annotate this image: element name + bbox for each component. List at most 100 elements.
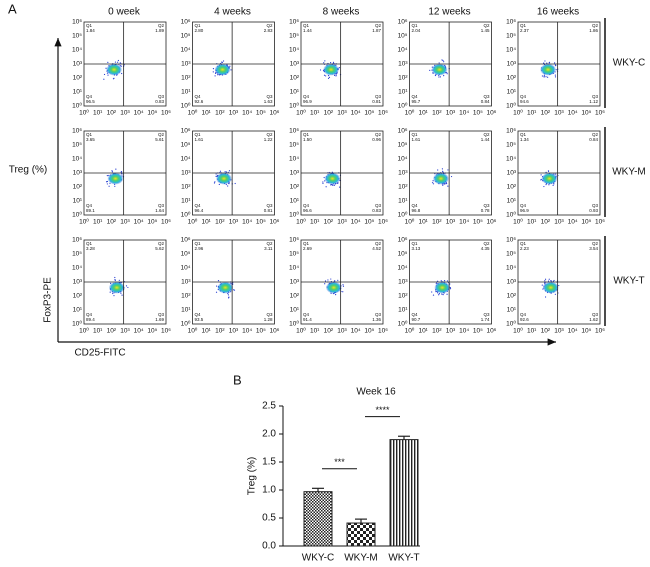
event-dot (555, 65, 557, 67)
x-tick-label: 10⁴ (134, 219, 144, 226)
significance-label: **** (375, 405, 390, 415)
y-tick-label: 10⁵ (398, 33, 408, 40)
x-tick-label: 10⁴ (568, 219, 578, 226)
x-tick-label: 10³ (229, 328, 239, 335)
event-dot (552, 184, 554, 186)
event-dot (434, 173, 436, 175)
event-dot (548, 278, 550, 280)
event-dot (121, 294, 123, 296)
panel-label: B (233, 372, 242, 387)
x-tick-label: 10⁵ (256, 219, 266, 226)
event-dot (114, 278, 116, 281)
x-tick-label: 10³ (446, 110, 456, 117)
event-dot (113, 295, 115, 297)
x-tick-label: 10⁰ (188, 327, 198, 335)
x-tick-label: 10⁵ (473, 110, 483, 117)
event-dot (431, 182, 434, 184)
x-tick-label: 10¹ (310, 328, 320, 335)
y-tick-label: 10⁰ (506, 320, 516, 328)
x-tick-label: 10⁵ (147, 328, 157, 335)
y-tick-label: 10⁶ (72, 128, 82, 135)
event-dot (217, 280, 220, 282)
x-tick-label: 10⁴ (459, 110, 469, 117)
y-tick-label: 10⁴ (72, 156, 82, 163)
event-dot (117, 61, 119, 63)
quadrant-value: 90.7 (412, 317, 421, 322)
y-tick-label: 10³ (181, 279, 191, 286)
y-tick-label: 10¹ (181, 198, 191, 205)
event-dot (233, 289, 235, 291)
y-tick-label: 10¹ (290, 89, 300, 96)
x-tick-label: 10² (215, 328, 225, 335)
quadrant-value: 0.78 (481, 208, 490, 213)
y-tick-label: 10⁴ (397, 156, 407, 163)
quadrant-value: 2.80 (195, 28, 204, 33)
y-tick-label: 10⁵ (181, 142, 191, 149)
quadrant-name: Q4 (195, 312, 202, 317)
y-tick-label: 10⁵ (72, 251, 82, 258)
x-tick-label: 10⁶ (270, 219, 280, 226)
x-tick-label: 10⁶ (161, 110, 171, 117)
event-dot (214, 181, 216, 183)
x-tick-label: 10³ (446, 328, 456, 335)
quadrant-value: 2.37 (520, 28, 529, 33)
event-dot (544, 280, 546, 282)
density-core (108, 281, 125, 294)
quadrant-value: 94.6 (520, 99, 529, 104)
y-tick-label: 10⁰ (289, 320, 299, 328)
quadrant-name: Q1 (195, 241, 202, 246)
row-title: Treg (%) (9, 165, 48, 176)
quadrant-value: 2.96 (195, 246, 204, 251)
density-core (542, 281, 559, 294)
error-bar (312, 487, 324, 492)
quadrant-name: Q2 (483, 23, 490, 28)
quadrant-value: 96.9 (520, 208, 529, 213)
y-tick-label: 10⁴ (180, 47, 190, 54)
density-core (107, 172, 124, 185)
quadrant-name: Q3 (483, 94, 490, 99)
event-dot (342, 291, 344, 293)
event-dot (544, 296, 547, 298)
quadrant-name: Q2 (592, 241, 599, 246)
quadrant-value: 0.83 (372, 208, 381, 213)
y-tick-label: 10⁴ (72, 47, 82, 54)
row-label: WKY-T (613, 276, 644, 287)
event-dot (215, 173, 217, 175)
x-tick-label: 10⁵ (581, 219, 591, 226)
event-dot (432, 183, 435, 185)
y-tick-label: 10⁶ (289, 128, 299, 135)
quadrant-value: 1.61 (195, 137, 204, 142)
y-tick-label: 10¹ (73, 89, 83, 96)
quadrant-name: Q1 (195, 23, 202, 28)
quadrant-name: Q1 (303, 23, 310, 28)
quadrant-name: Q4 (86, 312, 93, 317)
y-tick-label: 10⁰ (72, 211, 82, 219)
event-dot (338, 67, 340, 69)
event-dot (543, 62, 545, 64)
event-dot (553, 279, 555, 282)
x-tick-label: WKY-M (344, 553, 378, 564)
event-dot (216, 285, 218, 287)
y-tick-label: 10³ (507, 61, 517, 68)
x-tick-label: 10³ (446, 219, 456, 226)
x-tick-label: 10¹ (310, 110, 320, 117)
y-tick-label: 10⁶ (72, 19, 82, 26)
quadrant-value: 0.93 (589, 208, 598, 213)
panel-label: A (8, 1, 17, 16)
event-dot (342, 285, 345, 287)
quadrant-value: 0.81 (264, 208, 273, 213)
y-tick-label: 10² (181, 184, 191, 191)
bar (389, 439, 419, 547)
x-tick-label: 10⁴ (351, 328, 361, 335)
x-tick-label: 10⁶ (270, 110, 280, 117)
event-dot (325, 75, 327, 77)
quadrant-value: 1.44 (481, 137, 490, 142)
x-tick-label: 10⁶ (595, 219, 605, 226)
event-dot (330, 62, 332, 64)
x-tick-label: 10³ (229, 110, 239, 117)
y-tick-label: 10⁰ (181, 211, 191, 219)
x-tick-label: 10⁶ (161, 328, 171, 335)
error-bar (398, 435, 410, 440)
y-tick-label: 10³ (398, 279, 408, 286)
x-tick-label: 10² (107, 328, 117, 335)
